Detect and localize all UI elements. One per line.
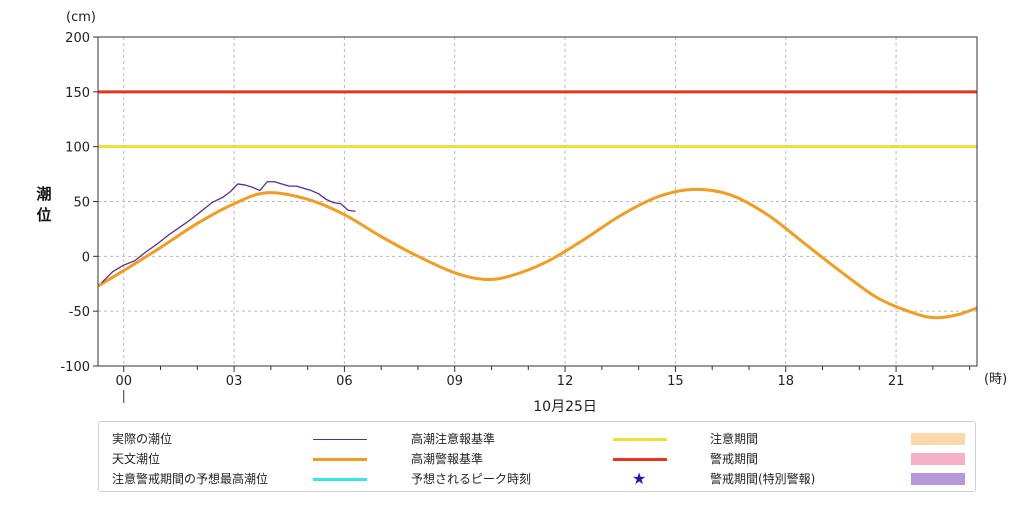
x-tick-label: 00 — [115, 374, 132, 389]
x-axis-ticks: 00 03 06 09 12 15 18 21 — [115, 366, 971, 389]
legend-box-swatch — [911, 433, 965, 445]
y-tick-label: 150 — [65, 86, 90, 101]
y-tick-label: 200 — [65, 31, 90, 46]
y-tick-label: -50 — [69, 305, 90, 320]
legend-box-swatch — [911, 453, 965, 465]
x-tick-label: 21 — [888, 374, 905, 389]
legend-label: 実際の潮位 — [112, 432, 173, 446]
tide-series — [97, 181, 978, 320]
legend-label: 高潮警報基準 — [411, 452, 484, 466]
x-tick-label: 15 — [667, 374, 684, 389]
legend-line-swatch — [313, 457, 367, 461]
x-tick-label: 06 — [336, 374, 353, 389]
legend-label: 予想されるピーク時刻 — [411, 472, 532, 486]
y-tick-label: 0 — [82, 250, 90, 265]
astronomical-tide-line — [97, 187, 978, 320]
actual-tide-line — [101, 181, 356, 284]
y-axis-label-char: 潮 — [36, 185, 51, 203]
grid-lines — [98, 37, 977, 366]
tide-chart: 200 150 100 50 0 -50 -100 00 03 06 09 12 15 18 21 (cm… — [36, 10, 1007, 415]
y-tick-label: 100 — [65, 141, 90, 156]
x-tick-label: 12 — [557, 374, 574, 389]
legend: 実際の潮位天文潮位注意警戒期間の予想最高潮位 高潮注意報基準 高潮警報基準予想される… — [98, 421, 976, 492]
legend-label: 注意期間 — [710, 432, 759, 446]
legend-line-swatch — [313, 477, 367, 481]
y-axis-ticks: 200 150 100 50 0 -50 -100 — [60, 31, 98, 375]
x-tick-label: 03 — [226, 374, 243, 389]
x-tick-label: 18 — [777, 374, 794, 389]
legend-label: 注意警戒期間の予想最高潮位 — [112, 472, 269, 486]
x-tick-label: 09 — [446, 374, 463, 389]
legend-label: 天文潮位 — [112, 452, 161, 466]
threshold-lines — [98, 90, 977, 149]
x-unit-label: (時) — [984, 372, 1007, 387]
legend-line-swatch — [613, 437, 667, 441]
date-label: 10月25日 — [533, 399, 597, 415]
legend-label: 警戒期間 — [710, 452, 759, 466]
star-icon: ★ — [632, 469, 647, 488]
legend-line-swatch — [313, 438, 367, 440]
y-axis-label-char: 位 — [36, 206, 51, 224]
legend-label: 警戒期間(特別警報) — [710, 472, 816, 486]
y-unit-label: (cm) — [66, 10, 96, 25]
legend-box-swatch — [911, 473, 965, 485]
legend-label: 高潮注意報基準 — [411, 432, 496, 446]
y-tick-label: -100 — [60, 360, 90, 375]
legend-line-swatch — [613, 457, 667, 461]
y-tick-label: 50 — [73, 196, 90, 211]
y-axis-label: 潮位 — [36, 185, 51, 224]
